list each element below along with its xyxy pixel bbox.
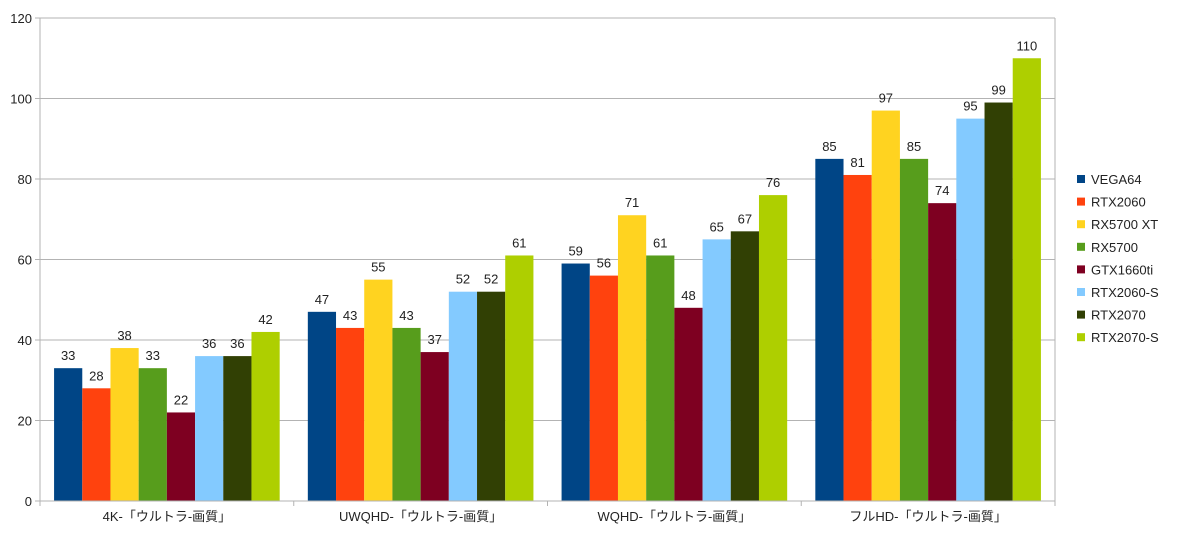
legend-swatch (1077, 333, 1085, 342)
bar-gtx1660ti (928, 203, 957, 501)
data-label: 28 (89, 368, 103, 383)
data-label: 56 (597, 256, 611, 271)
bar-rtx2060 (843, 174, 872, 501)
axes (39, 18, 1056, 506)
bar-rtx2070 (984, 102, 1013, 502)
data-label: 47 (315, 292, 329, 307)
data-label: 33 (146, 348, 160, 363)
data-label: 52 (456, 272, 470, 287)
bar-rtx2060-s (448, 291, 478, 501)
bar-rx5700-xt (871, 110, 900, 501)
bar-rtx2070-s (1012, 58, 1041, 501)
data-label: 22 (174, 392, 188, 407)
bars (54, 58, 1041, 502)
bar-vega64 (307, 311, 337, 501)
data-label: 61 (653, 235, 667, 250)
data-label: 61 (512, 235, 526, 250)
bar-rtx2070 (730, 231, 759, 501)
y-tick-label: 20 (18, 414, 32, 429)
y-tick-label: 40 (18, 333, 32, 348)
x-category-label: WQHD-「ウルトラ-画質」 (597, 509, 751, 524)
bar-rx5700 (646, 255, 675, 501)
bar-rx5700-xt (617, 215, 647, 501)
data-labels: 33 28 38 33 22 36 36 42 47 43 55 43 37 52 52 61 59 56 71 61… (61, 38, 1037, 407)
data-label: 99 (991, 83, 1005, 98)
bar-rtx2060-s (195, 356, 224, 501)
bar-rx5700-xt (364, 279, 393, 501)
data-label: 97 (879, 91, 893, 106)
data-label: 38 (117, 328, 131, 343)
data-label: 36 (202, 336, 216, 351)
data-label: 85 (822, 139, 836, 154)
data-label: 48 (681, 288, 695, 303)
data-label: 42 (258, 312, 272, 327)
data-label: 95 (963, 99, 977, 114)
data-label: 36 (230, 336, 244, 351)
y-axis-ticks: 0 20 40 60 80 100 120 (10, 11, 40, 509)
legend-entry: RTX2060 (1091, 195, 1146, 210)
bar-rx5700 (899, 158, 929, 501)
data-label: 67 (738, 211, 752, 226)
legend-swatch (1077, 288, 1085, 296)
data-label: 37 (427, 332, 441, 347)
data-label: 43 (343, 308, 357, 323)
legend-entry: GTX1660ti (1091, 262, 1153, 277)
bar-gtx1660ti (420, 352, 449, 501)
legend-entry: RX5700 XT (1091, 217, 1158, 232)
bar-vega64 (54, 368, 83, 501)
legend-swatch (1077, 265, 1085, 274)
x-category-label: 4K-「ウルトラ-画質」 (103, 509, 232, 524)
bar-rtx2070-s (758, 195, 788, 501)
bar-gtx1660ti (166, 412, 196, 501)
x-category-label: フルHD-「ウルトラ-画質」 (849, 509, 1006, 524)
legend-swatch (1077, 310, 1085, 319)
bar-rtx2060-s (956, 118, 985, 501)
y-tick-label: 120 (10, 11, 32, 26)
data-label: 71 (625, 195, 639, 210)
bar-rx5700 (138, 368, 167, 501)
data-label: 43 (399, 308, 413, 323)
bar-rtx2060 (82, 388, 111, 501)
data-label: 81 (850, 155, 864, 170)
legend-entry: RTX2060-S (1091, 285, 1159, 300)
legend-entry: RTX2070 (1091, 308, 1146, 323)
y-tick-label: 60 (18, 253, 32, 268)
y-tick-label: 0 (25, 494, 32, 509)
legend-entry: VEGA64 (1091, 172, 1142, 187)
x-category-label: UWQHD-「ウルトラ-画質」 (339, 509, 502, 524)
bar-rtx2070 (477, 291, 506, 501)
data-label: 59 (568, 244, 582, 259)
data-label: 85 (907, 139, 921, 154)
data-label: 110 (1016, 38, 1037, 53)
bar-rx5700 (392, 327, 421, 501)
bar-rtx2060-s (702, 239, 731, 501)
y-tick-label: 100 (10, 92, 32, 107)
data-label: 65 (709, 219, 723, 234)
bar-vega64 (561, 263, 590, 501)
legend: VEGA64 RTX2060 RX5700 XT RX5700 GTX1660ti RTX… (1077, 172, 1159, 345)
bar-rtx2070 (223, 356, 252, 501)
data-label: 76 (766, 175, 780, 190)
legend-swatch (1077, 242, 1085, 251)
data-label: 55 (371, 260, 385, 275)
bar-rtx2060 (336, 327, 365, 501)
bar-rtx2070-s (251, 331, 280, 501)
x-axis-categories: 4K-「ウルトラ-画質」 UWQHD-「ウルトラ-画質」 WQHD-「ウルトラ-画質… (103, 509, 1007, 524)
y-tick-label: 80 (18, 172, 32, 187)
data-label: 52 (484, 272, 498, 287)
legend-entry: RX5700 (1091, 240, 1138, 255)
data-label: 74 (935, 183, 949, 198)
data-label: 33 (61, 348, 75, 363)
bar-rx5700-xt (110, 348, 139, 501)
bar-vega64 (815, 158, 844, 501)
legend-swatch (1077, 175, 1085, 183)
legend-swatch (1077, 220, 1085, 229)
legend-swatch (1077, 197, 1085, 206)
bar-rtx2060 (589, 275, 618, 501)
legend-entry: RTX2070-S (1091, 330, 1159, 345)
bar-gtx1660ti (674, 307, 703, 501)
bar-rtx2070-s (505, 255, 534, 501)
